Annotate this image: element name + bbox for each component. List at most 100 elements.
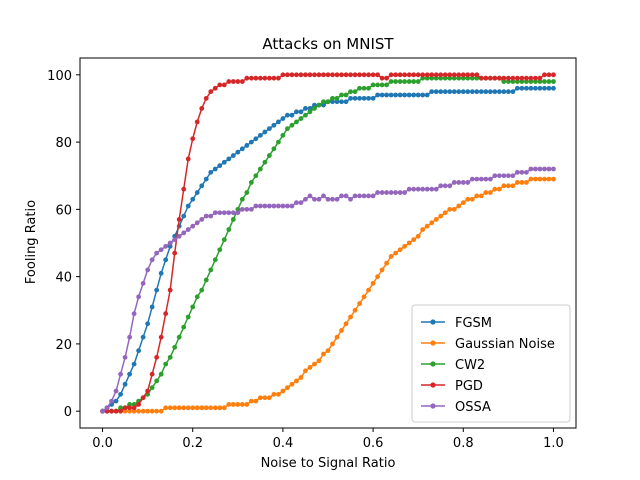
data-point-ossa: [280, 203, 286, 209]
data-point-pgd: [487, 75, 493, 81]
data-point-fgsm: [122, 381, 128, 387]
data-point-gaussian-noise: [379, 267, 385, 273]
data-point-cw2: [447, 75, 453, 81]
data-point-gaussian-noise: [348, 314, 353, 320]
data-point-cw2: [280, 132, 286, 138]
data-point-gaussian-noise: [289, 381, 295, 387]
data-point-fgsm: [321, 102, 326, 108]
data-point-pgd: [294, 72, 299, 78]
data-point-gaussian-noise: [456, 203, 462, 209]
data-point-fgsm: [402, 92, 408, 98]
data-point-fgsm: [519, 85, 525, 91]
data-point-ossa: [172, 237, 178, 243]
data-point-ossa: [352, 193, 358, 199]
data-point-gaussian-noise: [487, 190, 493, 195]
data-point-pgd: [303, 72, 308, 78]
data-point-ossa: [406, 186, 412, 192]
data-point-gaussian-noise: [415, 233, 421, 239]
data-point-ossa: [442, 183, 448, 189]
data-point-gaussian-noise: [185, 405, 191, 411]
data-point-fgsm: [492, 89, 498, 95]
data-point-fgsm: [271, 122, 277, 128]
data-point-ossa: [514, 169, 520, 175]
data-point-pgd: [176, 217, 182, 222]
data-point-gaussian-noise: [208, 405, 214, 411]
data-point-fgsm: [312, 102, 317, 108]
data-point-fgsm: [393, 92, 399, 98]
data-point-cw2: [542, 79, 547, 84]
data-point-gaussian-noise: [194, 405, 200, 411]
data-point-cw2: [406, 79, 412, 84]
legend-label-gaussian-noise: Gaussian Noise: [455, 337, 555, 352]
data-point-pgd: [158, 334, 164, 340]
data-point-cw2: [321, 99, 326, 105]
data-point-ossa: [289, 203, 295, 209]
data-point-pgd: [447, 72, 453, 78]
data-point-pgd: [167, 287, 173, 293]
legend-box: [411, 304, 571, 423]
data-point-fgsm: [226, 156, 232, 162]
data-point-gaussian-noise: [542, 176, 547, 182]
legend-label-ossa: OSSA: [455, 400, 491, 415]
data-point-ossa: [334, 196, 340, 202]
data-point-cw2: [190, 304, 196, 310]
data-point-pgd: [118, 408, 123, 414]
data-point-ossa: [415, 186, 421, 192]
data-point-cw2: [546, 79, 552, 84]
data-point-cw2: [330, 95, 335, 101]
data-point-fgsm: [190, 196, 196, 202]
data-point-ossa: [460, 180, 466, 185]
data-point-cw2: [217, 247, 223, 253]
data-point-cw2: [429, 75, 435, 81]
data-point-fgsm: [366, 95, 371, 101]
data-point-pgd: [190, 136, 196, 142]
data-point-ossa: [433, 186, 439, 192]
data-point-fgsm: [451, 89, 457, 95]
data-point-fgsm: [203, 176, 209, 182]
data-point-cw2: [537, 79, 543, 84]
data-point-pgd: [469, 72, 475, 78]
data-point-ossa: [533, 166, 538, 172]
data-point-fgsm: [442, 89, 448, 95]
data-point-pgd: [542, 72, 547, 78]
data-point-gaussian-noise: [429, 220, 435, 226]
data-point-ossa: [438, 183, 444, 189]
data-point-fgsm: [167, 243, 173, 249]
data-point-cw2: [298, 116, 304, 121]
chart-title: Attacks on MNIST: [262, 35, 394, 53]
data-point-ossa: [194, 220, 200, 226]
data-point-fgsm: [289, 112, 295, 118]
data-point-pgd: [451, 72, 457, 78]
data-point-cw2: [343, 92, 349, 98]
data-point-fgsm: [163, 257, 169, 263]
data-point-fgsm: [334, 99, 340, 105]
data-point-pgd: [420, 72, 426, 78]
data-point-cw2: [384, 82, 390, 88]
data-point-pgd: [145, 388, 151, 394]
data-point-fgsm: [239, 146, 245, 152]
legend-marker-ossa: [430, 403, 436, 409]
data-point-ossa: [136, 294, 142, 300]
series-pgd: [100, 72, 556, 414]
data-point-fgsm: [542, 85, 547, 91]
data-point-ossa: [253, 203, 259, 209]
data-point-ossa: [266, 203, 272, 209]
data-point-cw2: [127, 402, 132, 407]
data-point-cw2: [339, 92, 344, 98]
data-point-ossa: [469, 176, 475, 182]
x-tick-label: 0.0: [92, 436, 113, 451]
data-point-cw2: [239, 196, 245, 202]
data-point-gaussian-noise: [361, 294, 367, 300]
data-point-ossa: [370, 193, 376, 199]
data-point-ossa: [113, 388, 119, 394]
data-point-gaussian-noise: [420, 227, 426, 232]
data-point-gaussian-noise: [203, 405, 209, 411]
data-point-pgd: [122, 405, 128, 411]
data-point-cw2: [348, 89, 353, 95]
data-point-pgd: [298, 72, 304, 78]
data-point-cw2: [307, 109, 313, 115]
data-point-pgd: [546, 72, 552, 78]
data-point-ossa: [298, 200, 304, 206]
data-point-gaussian-noise: [483, 190, 489, 195]
data-point-ossa: [348, 196, 353, 202]
